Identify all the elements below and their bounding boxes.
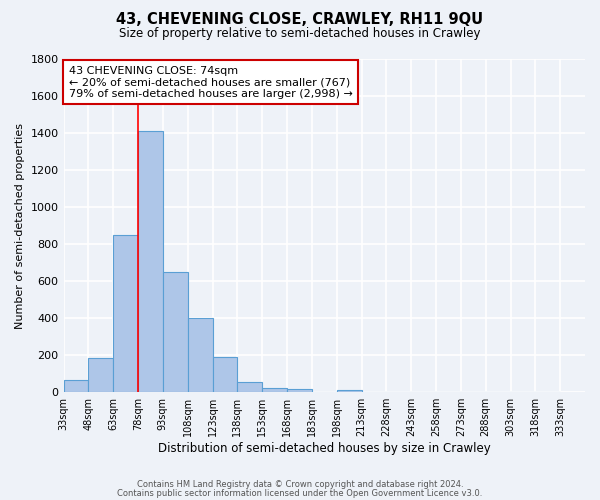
Bar	[163, 272, 188, 392]
Bar	[88, 358, 113, 392]
Bar	[212, 357, 238, 392]
Text: Contains public sector information licensed under the Open Government Licence v3: Contains public sector information licen…	[118, 488, 482, 498]
Text: Size of property relative to semi-detached houses in Crawley: Size of property relative to semi-detach…	[119, 28, 481, 40]
X-axis label: Distribution of semi-detached houses by size in Crawley: Distribution of semi-detached houses by …	[158, 442, 491, 455]
Bar	[287, 390, 312, 392]
Bar	[262, 388, 287, 392]
Bar	[188, 318, 212, 392]
Y-axis label: Number of semi-detached properties: Number of semi-detached properties	[15, 122, 25, 328]
Bar	[64, 380, 88, 392]
Bar	[113, 235, 138, 392]
Bar	[138, 131, 163, 392]
Text: Contains HM Land Registry data © Crown copyright and database right 2024.: Contains HM Land Registry data © Crown c…	[137, 480, 463, 489]
Bar	[337, 390, 362, 392]
Text: 43, CHEVENING CLOSE, CRAWLEY, RH11 9QU: 43, CHEVENING CLOSE, CRAWLEY, RH11 9QU	[116, 12, 484, 28]
Text: 43 CHEVENING CLOSE: 74sqm
← 20% of semi-detached houses are smaller (767)
79% of: 43 CHEVENING CLOSE: 74sqm ← 20% of semi-…	[69, 66, 353, 99]
Bar	[238, 382, 262, 392]
